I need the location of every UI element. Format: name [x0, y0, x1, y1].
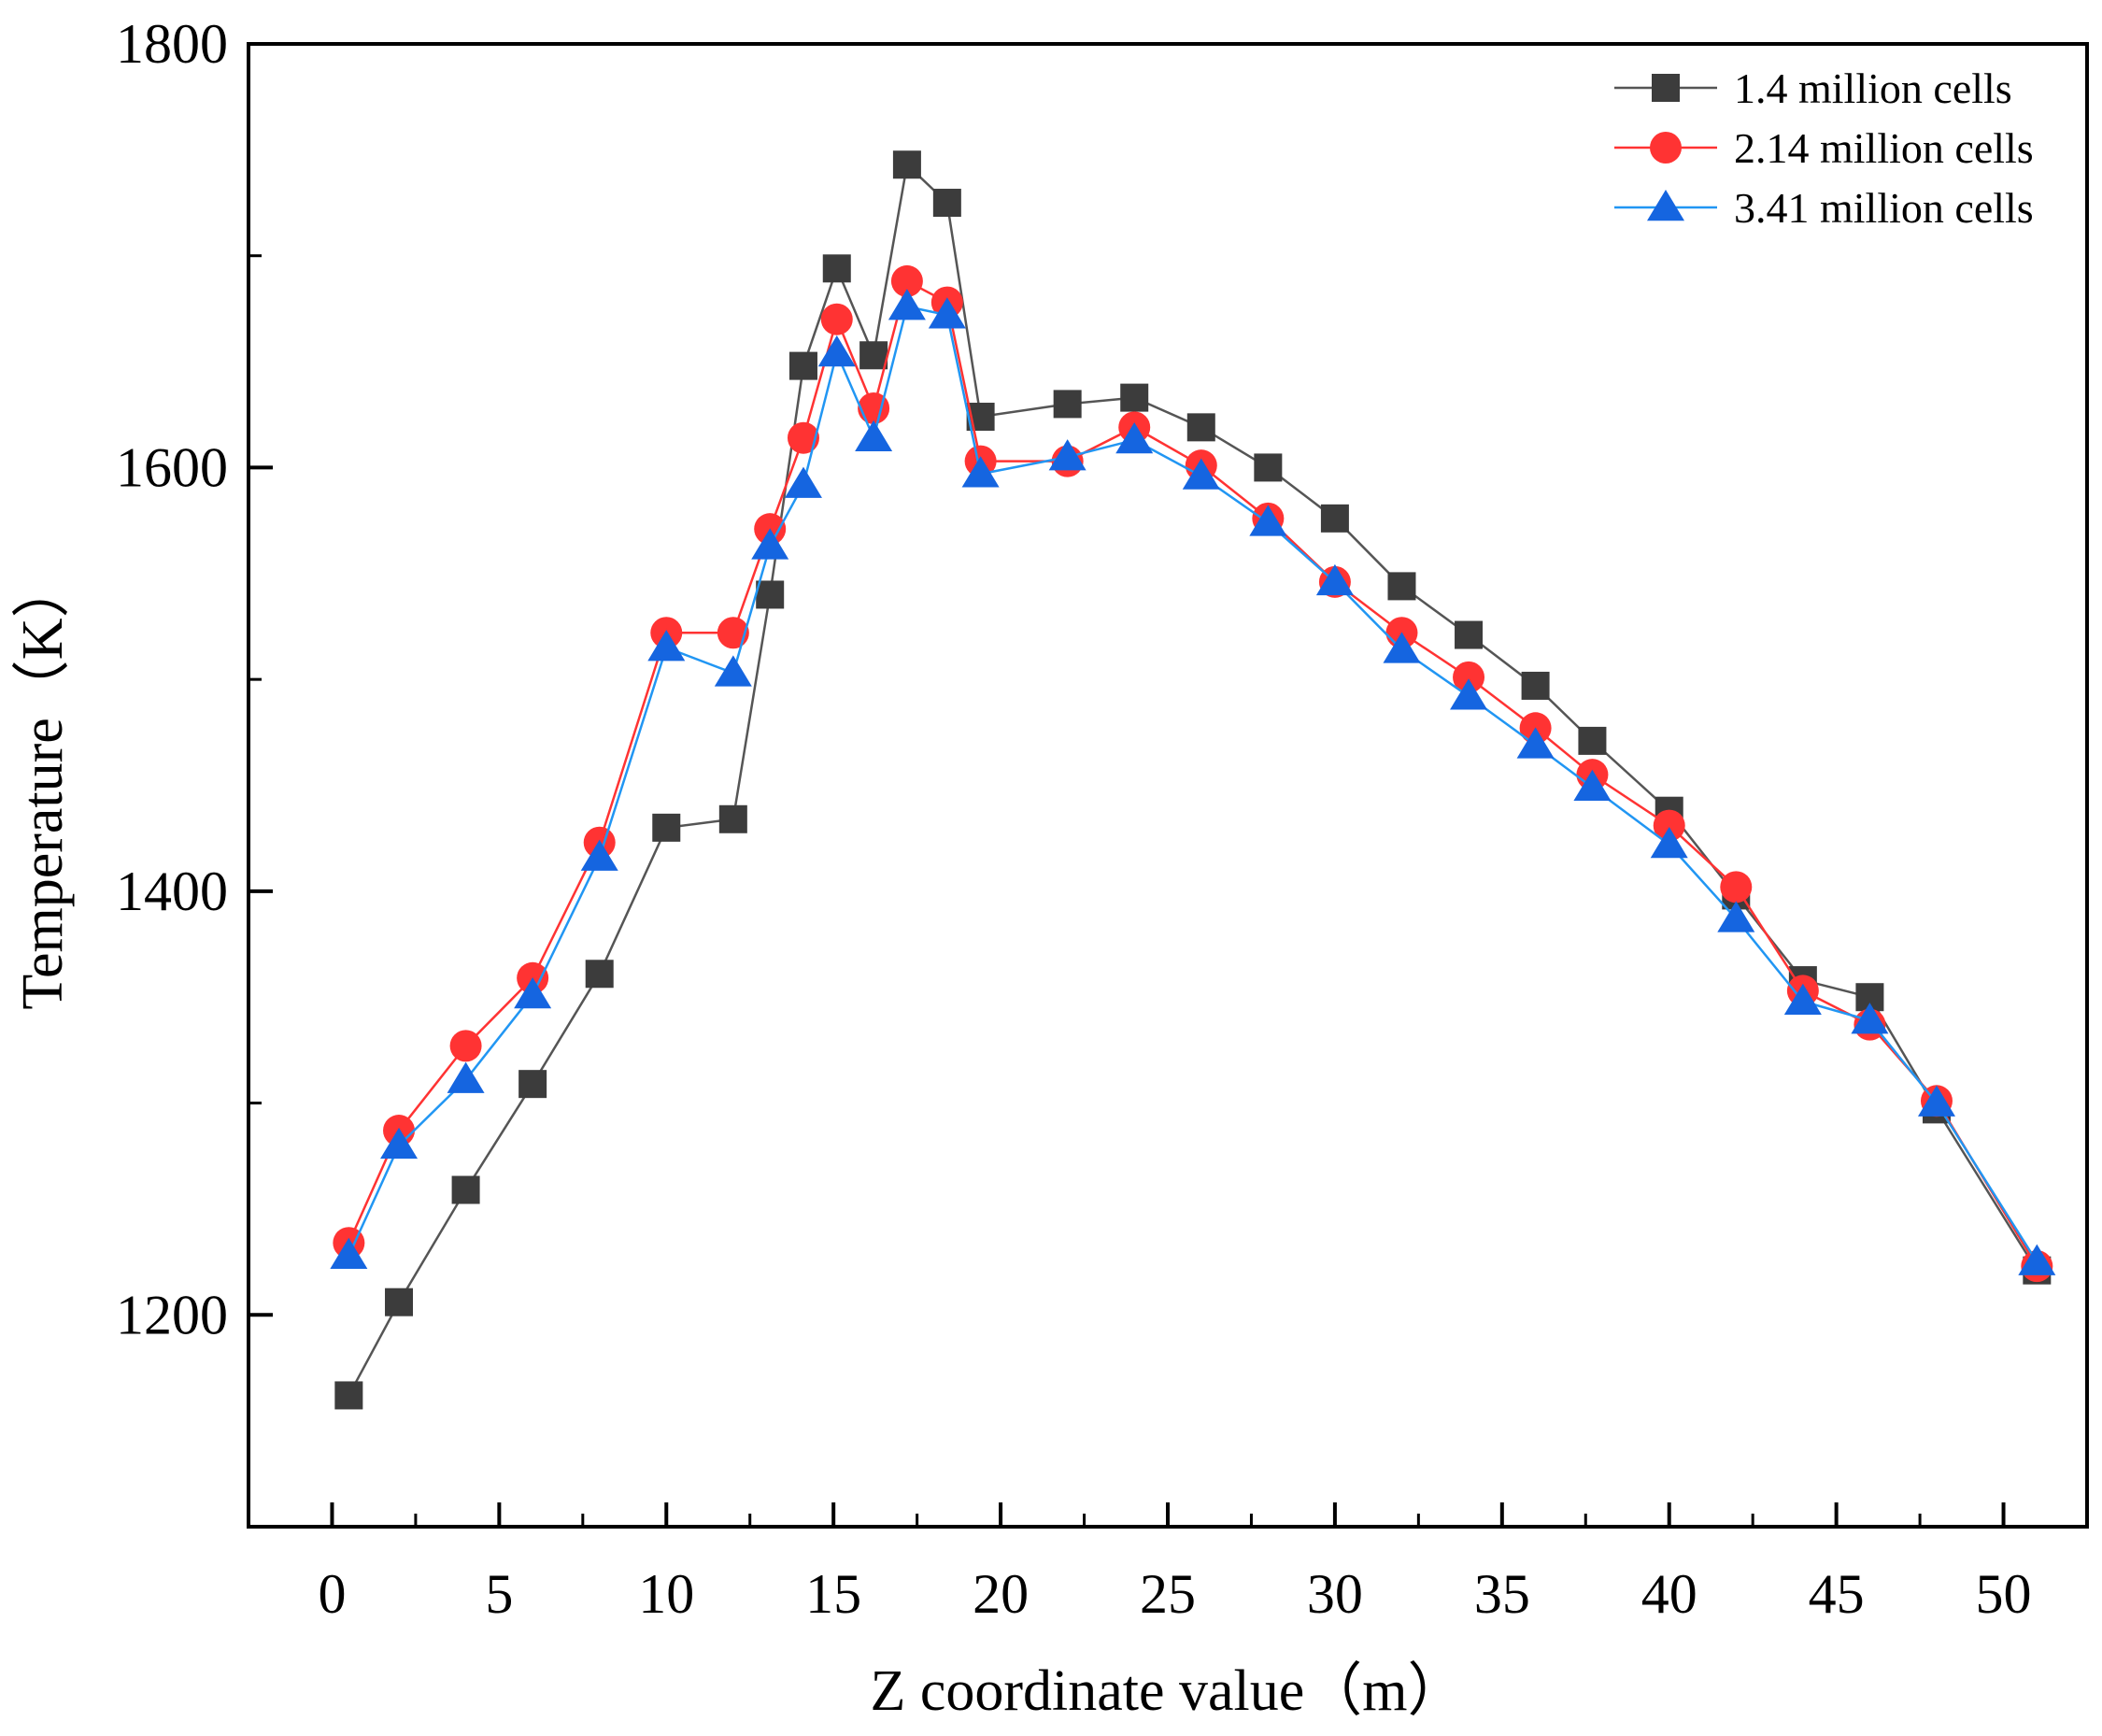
data-point — [1455, 620, 1484, 649]
data-point — [1450, 678, 1488, 710]
legend-label: 1.4 million cells — [1734, 64, 2012, 112]
legend-label: 2.14 million cells — [1734, 124, 2034, 172]
data-point — [2018, 1244, 2056, 1275]
x-axis-label: Z coordinate value（m） — [870, 1659, 1465, 1723]
x-tick-label: 15 — [805, 1563, 861, 1625]
x-tick-label: 5 — [485, 1563, 513, 1625]
data-point — [652, 813, 681, 842]
data-point — [380, 1127, 419, 1160]
x-tick-label: 50 — [1976, 1563, 2032, 1625]
data-point — [1720, 871, 1753, 904]
y-axis-label: Temperature（K） — [11, 560, 75, 1009]
x-tick-label: 0 — [318, 1563, 346, 1625]
data-point — [647, 630, 686, 662]
data-point — [334, 1381, 363, 1410]
y-tick-label: 1800 — [116, 13, 228, 75]
data-point — [1521, 671, 1550, 700]
x-tick-label: 40 — [1641, 1563, 1697, 1625]
data-point — [1186, 413, 1215, 442]
data-point — [1115, 421, 1154, 454]
data-point — [788, 351, 817, 380]
data-point — [1383, 632, 1421, 663]
data-point — [1851, 1003, 1889, 1034]
data-point — [1650, 826, 1688, 859]
data-point — [1573, 769, 1612, 802]
series-line — [348, 305, 2038, 1263]
data-point — [890, 264, 923, 297]
data-point — [518, 1070, 547, 1099]
x-tick-label: 20 — [973, 1563, 1029, 1625]
data-point — [858, 391, 890, 424]
data-point — [1917, 1085, 1955, 1117]
data-point — [718, 804, 747, 833]
data-point — [1717, 901, 1755, 932]
legend-item: 3.41 million cells — [1614, 184, 2034, 232]
legend-marker — [1647, 190, 1684, 221]
x-tick-label: 45 — [1809, 1563, 1865, 1625]
data-point — [714, 655, 752, 687]
data-point — [1516, 727, 1555, 759]
legend: 1.4 million cells 2.14 million cells 3.41 … — [1614, 64, 2034, 232]
series-line — [348, 162, 2038, 1397]
legend-item: 1.4 million cells — [1614, 64, 2012, 112]
data-point — [1053, 390, 1082, 419]
data-point — [892, 150, 921, 179]
data-point — [817, 335, 856, 367]
legend-marker — [1650, 132, 1682, 164]
legend-item: 2.14 million cells — [1614, 124, 2034, 172]
data-point — [1249, 505, 1287, 536]
data-point — [1783, 983, 1822, 1015]
y-tick-label: 1600 — [116, 436, 228, 498]
data-point — [330, 1237, 368, 1270]
y-tick-label: 1200 — [116, 1284, 228, 1345]
data-point — [580, 839, 618, 871]
x-tick-label: 35 — [1474, 1563, 1530, 1625]
series-1 — [334, 150, 2052, 1410]
y-tick-label: 1400 — [116, 861, 228, 922]
data-point — [888, 289, 926, 320]
data-point — [1120, 383, 1149, 412]
data-point — [961, 456, 1000, 488]
data-point — [1320, 504, 1349, 533]
data-point — [784, 466, 822, 498]
axes: 0 5 10 15 20 25 30 35 40 45 50 1200 1400 1600 1800 — [116, 13, 2032, 1625]
data-point — [1387, 572, 1416, 601]
data-point — [449, 1030, 482, 1062]
plot-frame — [247, 42, 2089, 1529]
legend-label: 3.41 million cells — [1734, 184, 2034, 232]
x-tick-label: 30 — [1307, 1563, 1363, 1625]
data-point — [822, 254, 851, 283]
data-point — [1453, 661, 1485, 693]
data-point — [820, 303, 853, 335]
data-point — [717, 617, 749, 649]
data-point — [928, 297, 966, 329]
series — [330, 150, 2056, 1410]
data-point — [1254, 453, 1283, 482]
data-point — [451, 1175, 480, 1204]
data-point — [585, 960, 614, 989]
data-point — [447, 1061, 485, 1093]
legend-marker — [1652, 74, 1680, 102]
data-point — [859, 341, 888, 370]
data-point — [1182, 458, 1220, 490]
data-point — [1653, 809, 1685, 842]
x-tick-label: 25 — [1140, 1563, 1196, 1625]
data-point — [855, 420, 893, 451]
data-point — [1315, 563, 1354, 596]
data-point — [756, 580, 785, 609]
data-point — [514, 976, 552, 1009]
data-point — [932, 189, 961, 218]
data-point — [385, 1288, 414, 1316]
data-point — [1578, 726, 1607, 755]
data-point — [751, 528, 789, 560]
data-point — [787, 421, 819, 454]
data-point — [1048, 439, 1087, 471]
series-3 — [330, 289, 2056, 1275]
x-tick-label: 10 — [638, 1563, 694, 1625]
